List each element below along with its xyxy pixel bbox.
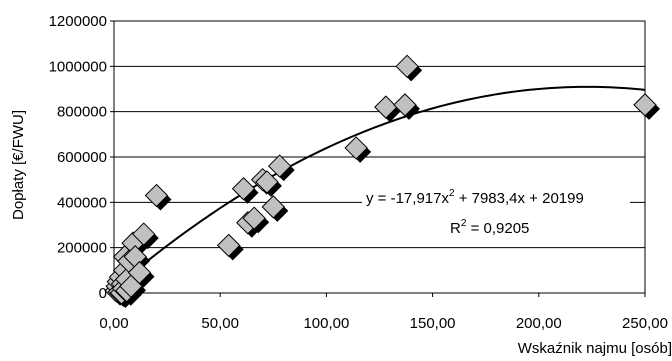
data-point-marker — [127, 260, 152, 285]
trendline — [113, 85, 646, 290]
y-tick-label: 800000 — [57, 104, 107, 121]
y-tick-label: 1200000 — [49, 13, 107, 30]
plot-area-border — [113, 20, 646, 294]
data-point-marker — [144, 183, 169, 208]
data-point — [231, 177, 259, 204]
data-point — [633, 93, 660, 120]
data-point-marker — [231, 177, 256, 201]
data-point — [255, 170, 282, 197]
axis-layer — [110, 20, 646, 297]
data-point — [261, 195, 289, 222]
data-point — [144, 183, 172, 211]
data-point-marker — [261, 195, 286, 219]
y-tick-label: 600000 — [57, 149, 107, 166]
data-point — [374, 95, 401, 123]
x-tick-label: 250,00 — [622, 315, 668, 332]
y-axis-title: Dopłaty [€/FWU] — [10, 110, 27, 220]
data-point — [267, 154, 295, 182]
data-point-marker — [393, 93, 417, 117]
x-tick-label: 150,00 — [410, 315, 456, 332]
x-axis-title: Wskaźnik najmu [osób] — [518, 340, 672, 356]
data-point — [344, 136, 372, 163]
r-squared-label: R2 = 0,9205 — [450, 218, 529, 237]
data-point — [127, 260, 155, 288]
marker-layer — [104, 54, 660, 308]
data-point — [132, 222, 159, 250]
data-point-marker — [374, 95, 398, 119]
data-point — [242, 206, 270, 234]
data-point-marker — [216, 233, 241, 258]
data-point — [216, 233, 244, 261]
grid-layer — [114, 20, 645, 249]
data-point-marker — [267, 154, 292, 178]
data-point — [393, 93, 420, 120]
y-tick-label: 0 — [99, 285, 107, 302]
data-point-marker — [344, 136, 368, 160]
data-point-marker — [132, 222, 156, 246]
data-point-marker — [242, 206, 266, 230]
trendline-layer — [113, 85, 646, 290]
data-point-marker — [395, 54, 419, 79]
data-point-marker — [255, 170, 279, 194]
x-tick-label: 0,00 — [99, 315, 128, 332]
x-tick-label: 200,00 — [516, 315, 562, 332]
data-point-marker — [633, 93, 657, 117]
label-layer: 0 200000 400000 600000 800000 1000000 1200000 0… — [10, 13, 672, 357]
y-tick-label: 1000000 — [49, 58, 107, 75]
x-tick-label: 100,00 — [303, 315, 349, 332]
y-tick-label: 200000 — [57, 240, 107, 257]
x-tick-label: 50,00 — [201, 315, 239, 332]
equation-background — [362, 183, 630, 207]
trendline-equation: y = -17,917x2 + 7983,4x + 20199 — [366, 188, 584, 207]
y-tick-label: 400000 — [57, 194, 107, 211]
data-point — [395, 54, 423, 82]
